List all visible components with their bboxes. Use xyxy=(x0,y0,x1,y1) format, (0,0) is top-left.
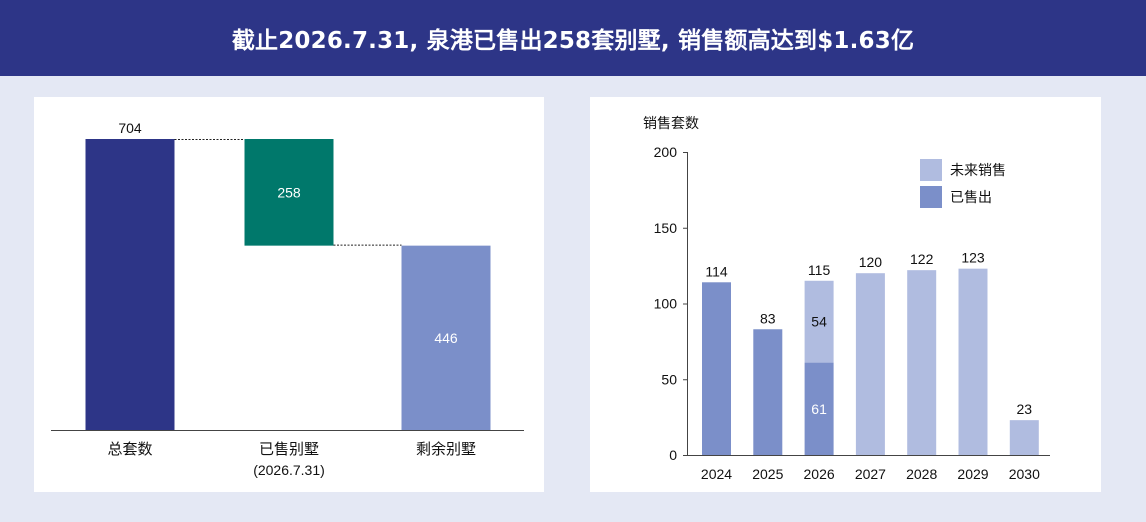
bar-sold xyxy=(753,329,783,455)
x-tick-label: 2030 xyxy=(1009,466,1040,482)
x-tick-label: 2027 xyxy=(855,466,886,482)
bar-remaining xyxy=(401,245,491,430)
y-axis-label: 销售套数 xyxy=(643,115,699,131)
bar-total-label: 122 xyxy=(910,251,934,267)
segment-label: 61 xyxy=(811,401,827,417)
annual-sales-chart: 销售套数 0 50 100 150 200 114 2024 83 2025 115 2026 120 2… xyxy=(643,115,1050,482)
waterfall-chart: 704 258 446 总套数 已售别墅 (2026.7.31) 剩余别墅 xyxy=(51,120,524,478)
bar-future xyxy=(958,268,988,455)
x-tick-sublabel: (2026.7.31) xyxy=(253,462,325,478)
data-label-sold: 258 xyxy=(277,184,301,200)
data-label-remaining: 446 xyxy=(434,330,458,346)
x-tick-label: 2025 xyxy=(752,466,783,482)
bar-total-label: 115 xyxy=(808,262,831,278)
legend-swatch xyxy=(920,159,942,181)
waterfall-chart-panel: 704 258 446 总套数 已售别墅 (2026.7.31) 剩余别墅 xyxy=(34,97,544,492)
bar-total-label: 114 xyxy=(705,263,728,279)
x-tick-label: 总套数 xyxy=(107,441,152,458)
x-tick-label: 2029 xyxy=(957,466,988,482)
legend-swatch xyxy=(920,186,942,208)
bar-future xyxy=(1009,420,1039,455)
bar-sold xyxy=(244,139,334,246)
data-label-total: 704 xyxy=(118,120,142,136)
segment-label: 54 xyxy=(811,314,827,330)
page-title-banner: 截止2026.7.31, 泉港已售出258套别墅, 销售额高达到$1.63亿 xyxy=(0,0,1146,76)
legend-label: 已售出 xyxy=(950,189,992,205)
bar-sold xyxy=(804,362,834,455)
bar-total xyxy=(85,139,175,430)
bar-future xyxy=(804,280,834,363)
y-tick-label: 150 xyxy=(654,220,678,236)
page-title: 截止2026.7.31, 泉港已售出258套别墅, 销售额高达到$1.63亿 xyxy=(231,28,915,54)
bar-future xyxy=(907,270,937,455)
x-tick-label: 2024 xyxy=(701,466,732,482)
x-tick-label: 2028 xyxy=(906,466,937,482)
x-tick-label: 已售别墅 xyxy=(259,441,319,458)
bar-future xyxy=(855,273,885,455)
bar-total-label: 120 xyxy=(859,254,883,270)
annual-sales-chart-panel: 销售套数 0 50 100 150 200 114 2024 83 2025 115 2026 120 2… xyxy=(590,97,1101,492)
y-tick-label: 50 xyxy=(661,371,677,387)
bar-sold xyxy=(702,282,731,455)
y-tick-label: 200 xyxy=(654,144,678,160)
x-tick-label: 剩余别墅 xyxy=(416,440,476,458)
bar-total-label: 23 xyxy=(1017,401,1033,417)
x-tick-label: 2026 xyxy=(804,466,835,482)
bar-total-label: 123 xyxy=(961,250,985,266)
y-tick-label: 0 xyxy=(669,447,677,463)
y-tick-label: 100 xyxy=(654,296,678,312)
legend-label: 未来销售 xyxy=(950,162,1006,178)
bar-total-label: 83 xyxy=(760,310,776,326)
